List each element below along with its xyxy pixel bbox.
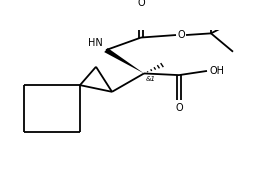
Text: O: O xyxy=(178,30,186,40)
Text: OH: OH xyxy=(209,66,224,76)
Text: O: O xyxy=(137,0,145,8)
Polygon shape xyxy=(104,48,144,74)
Text: O: O xyxy=(175,103,183,113)
Text: &1: &1 xyxy=(146,76,156,82)
Text: HN: HN xyxy=(88,38,103,48)
